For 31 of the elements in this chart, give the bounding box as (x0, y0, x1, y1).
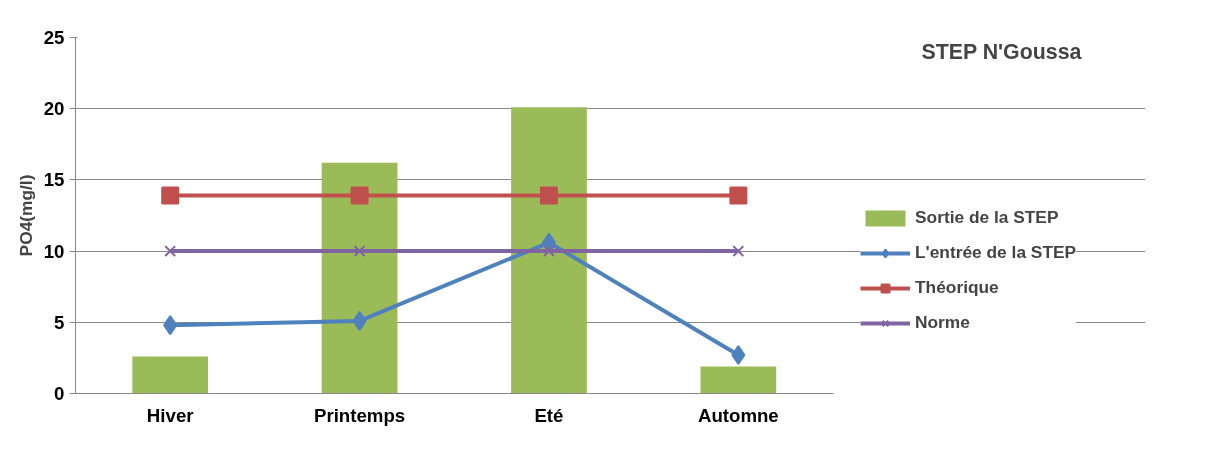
legend-label: Théorique (915, 277, 999, 298)
x-tick-label: Eté (534, 404, 564, 426)
legend-label: Norme (915, 312, 970, 333)
y-tick-label: 10 (43, 240, 65, 262)
y-tick-label: 25 (43, 27, 65, 48)
bar (321, 162, 398, 394)
point (353, 245, 366, 258)
y-tick-label: 20 (43, 98, 65, 120)
point (732, 245, 745, 258)
bar (700, 366, 777, 394)
x-tick-label: Printemps (313, 404, 406, 426)
legend-label: Sortie de la STEP (915, 207, 1059, 228)
x-tick-label: Automne (697, 404, 779, 426)
point (543, 245, 555, 258)
x-tick-label: Hiver (146, 404, 194, 426)
point (539, 186, 558, 205)
point (350, 186, 369, 205)
point (163, 315, 178, 336)
point (729, 186, 748, 205)
text: STEP N'Goussa (921, 39, 1082, 64)
legend-label: L'entrée de la STEP (915, 242, 1077, 263)
point (352, 310, 367, 331)
y-tick-label: 15 (43, 169, 65, 191)
point (164, 245, 177, 258)
point (161, 186, 180, 205)
bar (132, 356, 209, 394)
y-tick-label: 0 (54, 383, 65, 404)
y-tick-label: 5 (54, 311, 65, 333)
y-axis-title: PO4(mg/l) (15, 174, 36, 257)
point (731, 345, 746, 366)
bar (511, 107, 587, 394)
